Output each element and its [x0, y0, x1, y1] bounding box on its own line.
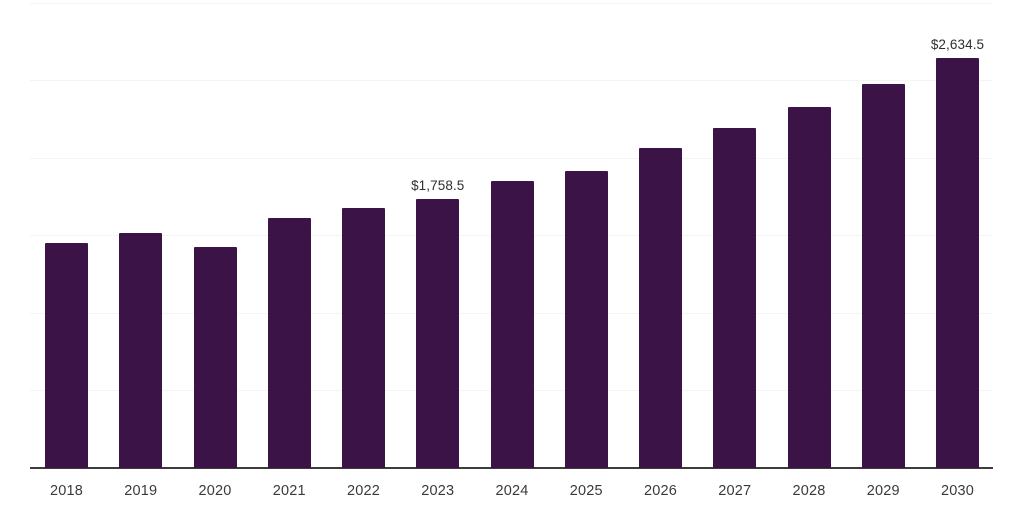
- bar-group-2029[interactable]: 2029: [861, 84, 905, 498]
- bar-2022[interactable]: [342, 208, 385, 468]
- bar-group-2024[interactable]: 2024: [490, 181, 534, 498]
- bar-group-2027[interactable]: 2027: [713, 128, 757, 498]
- bar-group-2022[interactable]: 2022: [342, 208, 385, 498]
- bar-value-label-2030: $2,634.5: [930, 36, 985, 52]
- bar-2023[interactable]: [416, 199, 460, 468]
- x-axis-tick-2024: 2024: [495, 483, 529, 499]
- bar-2025[interactable]: [564, 171, 608, 468]
- bar-2030[interactable]: [936, 58, 979, 468]
- bar-2029[interactable]: [861, 84, 905, 468]
- bar-group-2019[interactable]: 2019: [119, 233, 163, 498]
- x-axis-tick-2030: 2030: [940, 483, 975, 499]
- x-axis-tick-2028: 2028: [792, 483, 826, 499]
- x-axis-tick-2029: 2029: [866, 483, 900, 499]
- gridline: [30, 3, 993, 4]
- bar-group-2023[interactable]: $1,758.5 2023: [411, 178, 464, 498]
- gridline: [30, 158, 993, 159]
- bar-value-label-2023: $1,758.5: [411, 177, 465, 193]
- bar-group-2030[interactable]: $2,634.5 2030: [931, 37, 984, 498]
- bar-group-2018[interactable]: 2018: [45, 243, 88, 498]
- bar-group-2021[interactable]: 2021: [267, 218, 311, 498]
- bar-2021[interactable]: [267, 218, 311, 468]
- x-axis-tick-2023: 2023: [421, 483, 455, 499]
- x-axis-tick-2019: 2019: [124, 483, 158, 499]
- bar-2027[interactable]: [713, 128, 757, 468]
- bar-group-2026[interactable]: 2026: [639, 148, 682, 498]
- bar-group-2020[interactable]: 2020: [193, 247, 237, 498]
- bar-2020[interactable]: [193, 247, 237, 468]
- bar-2024[interactable]: [490, 181, 534, 468]
- x-axis-tick-2027: 2027: [718, 483, 752, 499]
- bar-2026[interactable]: [639, 148, 682, 468]
- bar-2019[interactable]: [119, 233, 163, 468]
- bar-group-2028[interactable]: 2028: [787, 107, 831, 498]
- x-axis-tick-2025: 2025: [569, 483, 603, 499]
- gridline: [30, 80, 993, 81]
- bar-group-2025[interactable]: 2025: [564, 171, 608, 498]
- x-axis-tick-2026: 2026: [643, 483, 678, 499]
- bar-2028[interactable]: [787, 107, 831, 468]
- x-axis-tick-2022: 2022: [346, 483, 381, 499]
- x-axis-tick-2018: 2018: [49, 483, 84, 499]
- bar-2018[interactable]: [45, 243, 88, 468]
- x-axis-tick-2020: 2020: [198, 483, 232, 499]
- x-axis-tick-2021: 2021: [272, 483, 306, 499]
- x-axis-line: [30, 467, 993, 469]
